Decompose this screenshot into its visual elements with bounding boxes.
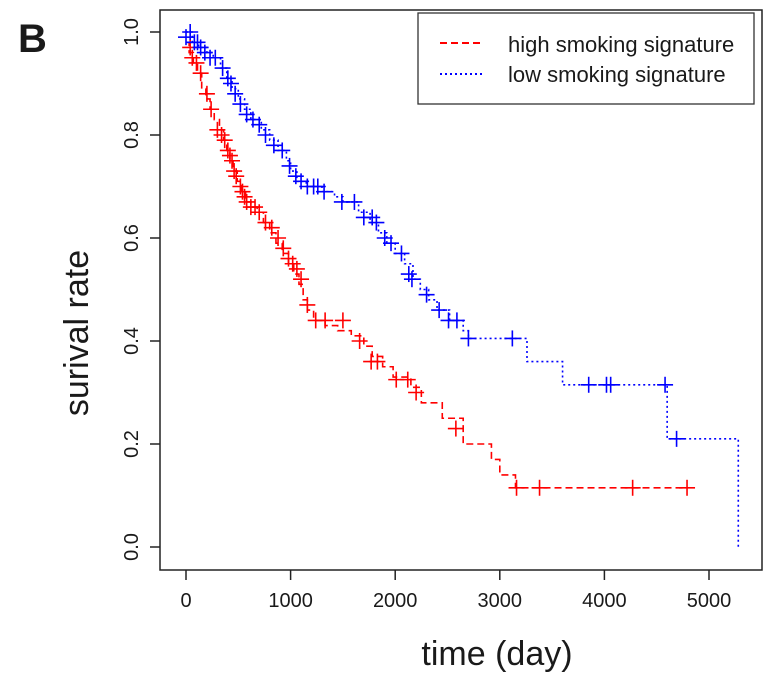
censor-mark-0 xyxy=(447,420,464,437)
y-tick-label: 1.0 xyxy=(121,18,143,46)
censor-mark-0 xyxy=(299,296,316,313)
censor-mark-1 xyxy=(281,157,298,174)
censor-mark-0 xyxy=(408,384,425,401)
y-axis-title: surival rate xyxy=(58,250,96,416)
censor-mark-0 xyxy=(317,312,334,329)
censor-mark-1 xyxy=(580,376,597,393)
y-tick-label: 0.0 xyxy=(121,533,143,561)
plot-border xyxy=(159,9,763,571)
censor-mark-1 xyxy=(182,24,199,40)
censor-mark-1 xyxy=(346,193,363,210)
censor-mark-0 xyxy=(251,204,268,221)
x-tick-label: 5000 xyxy=(687,590,732,612)
censor-mark-0 xyxy=(288,260,305,277)
censor-mark-0 xyxy=(369,353,386,370)
censor-mark-1 xyxy=(403,271,420,288)
legend-label-high: high smoking signature xyxy=(508,32,734,57)
censor-mark-1 xyxy=(504,330,521,347)
censor-mark-1 xyxy=(383,235,400,252)
censor-mark-0 xyxy=(399,371,416,388)
censor-mark-0 xyxy=(293,271,310,288)
series-line-0 xyxy=(186,41,688,489)
censor-mark-0 xyxy=(198,85,215,102)
censor-mark-0 xyxy=(351,333,368,349)
censor-mark-0 xyxy=(216,132,233,149)
censor-mark-1 xyxy=(448,312,465,329)
censor-mark-1 xyxy=(657,376,674,393)
censor-mark-1 xyxy=(251,116,268,133)
censor-mark-1 xyxy=(668,430,685,447)
censor-mark-0 xyxy=(228,168,245,185)
censor-mark-1 xyxy=(222,75,239,92)
series-layer xyxy=(178,24,740,547)
censor-mark-1 xyxy=(368,214,385,231)
censor-mark-0 xyxy=(508,479,525,496)
censor-mark-0 xyxy=(270,230,287,246)
legend-label-low: low smoking signature xyxy=(508,62,726,87)
x-tick-label: 1000 xyxy=(268,590,313,612)
censor-mark-1 xyxy=(232,96,249,113)
y-tick-label: 0.8 xyxy=(121,121,143,149)
censor-mark-0 xyxy=(531,479,548,496)
censor-mark-0 xyxy=(275,240,292,257)
censor-mark-1 xyxy=(602,376,619,393)
legend-box xyxy=(417,12,755,105)
censor-mark-0 xyxy=(334,312,351,329)
x-axis-title: time (day) xyxy=(421,635,572,673)
x-tick-label: 0 xyxy=(180,590,191,612)
censor-mark-0 xyxy=(188,54,205,71)
censor-mark-1 xyxy=(418,286,435,303)
axes: 0 1000 2000 3000 4000 5000 0.0 0.2 0.4 0.6 0.8 1.0 xyxy=(121,18,731,612)
y-tick-label: 0.4 xyxy=(121,327,143,355)
plot-area xyxy=(159,9,763,571)
panel-label: B xyxy=(18,17,47,61)
series-line-1 xyxy=(186,31,740,547)
censor-mark-1 xyxy=(431,302,448,319)
censor-mark-1 xyxy=(214,60,231,77)
censor-mark-0 xyxy=(624,479,641,496)
censor-mark-1 xyxy=(257,127,274,143)
x-tick-label: 2000 xyxy=(373,590,418,612)
censor-mark-1 xyxy=(265,137,282,154)
legend: high smoking signature low smoking signa… xyxy=(417,12,755,105)
censor-mark-0 xyxy=(192,65,209,82)
censor-mark-1 xyxy=(460,330,477,347)
censor-mark-0 xyxy=(263,219,280,236)
censor-mark-1 xyxy=(227,85,244,102)
censor-mark-1 xyxy=(393,245,410,262)
y-tick-label: 0.6 xyxy=(121,224,143,252)
censor-mark-0 xyxy=(203,101,220,118)
censor-mark-1 xyxy=(207,49,224,66)
censor-mark-0 xyxy=(679,479,696,496)
x-tick-label: 4000 xyxy=(582,590,627,612)
censor-mark-0 xyxy=(224,152,241,169)
censor-mark-1 xyxy=(274,142,291,159)
censor-mark-1 xyxy=(316,183,333,200)
x-tick-label: 3000 xyxy=(478,590,523,612)
y-tick-label: 0.2 xyxy=(121,430,143,458)
